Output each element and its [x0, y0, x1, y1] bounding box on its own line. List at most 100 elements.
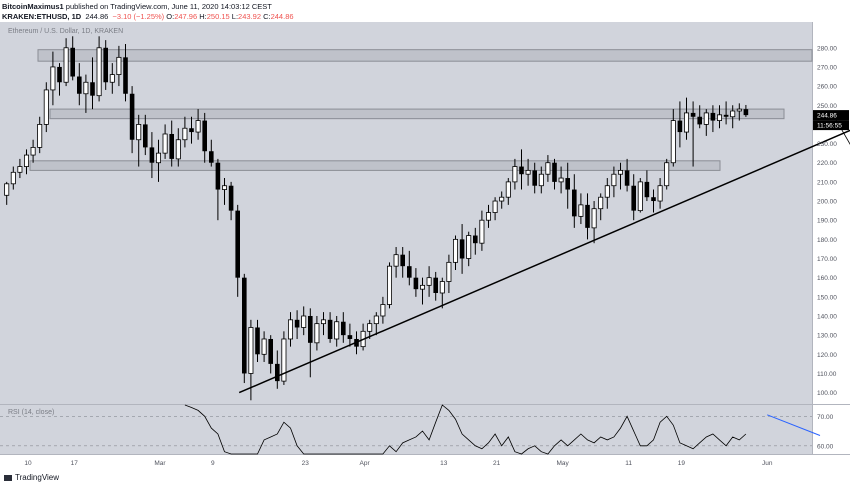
- candle-body-down[interactable]: [294, 319, 300, 328]
- candle-body-up[interactable]: [703, 112, 709, 125]
- candle-body-up[interactable]: [538, 173, 544, 187]
- candle-body-up[interactable]: [591, 208, 597, 229]
- candle-body-down[interactable]: [149, 147, 155, 163]
- candle-body-up[interactable]: [50, 66, 56, 91]
- candle-body-down[interactable]: [123, 57, 128, 94]
- candle-body-up[interactable]: [162, 133, 168, 154]
- candle-body-up[interactable]: [492, 200, 498, 213]
- candle-body-up[interactable]: [512, 166, 518, 183]
- tradingview-logo[interactable]: TradingView: [4, 473, 59, 482]
- candle-body-down[interactable]: [585, 204, 590, 228]
- candle-body-up[interactable]: [221, 185, 227, 190]
- candle-body-up[interactable]: [393, 254, 399, 267]
- candle-body-up[interactable]: [419, 284, 425, 290]
- candle-body-up[interactable]: [611, 173, 617, 187]
- candle-body-up[interactable]: [664, 162, 670, 187]
- candle-body-up[interactable]: [63, 47, 69, 83]
- candle-body-down[interactable]: [70, 47, 75, 77]
- candle-body-up[interactable]: [30, 146, 36, 156]
- candle-body-up[interactable]: [446, 261, 452, 282]
- candle-body-up[interactable]: [23, 154, 29, 167]
- candle-body-up[interactable]: [320, 319, 326, 325]
- candle-body-down[interactable]: [723, 114, 729, 117]
- candle-body-down[interactable]: [631, 185, 636, 211]
- candle-body-up[interactable]: [485, 212, 491, 221]
- candle-body-up[interactable]: [17, 166, 23, 173]
- candle-body-down[interactable]: [209, 151, 214, 163]
- candle-body-down[interactable]: [268, 338, 273, 364]
- candle-body-up[interactable]: [426, 277, 432, 286]
- candle-body-up[interactable]: [37, 124, 43, 148]
- candle-body-down[interactable]: [235, 210, 240, 278]
- candle-body-up[interactable]: [730, 110, 736, 118]
- candle-body-down[interactable]: [433, 277, 438, 293]
- candle-body-up[interactable]: [499, 196, 505, 202]
- candle-body-down[interactable]: [189, 128, 194, 133]
- candle-body-down[interactable]: [459, 239, 465, 259]
- resistance-zone[interactable]: [49, 108, 785, 120]
- candle-body-up[interactable]: [598, 196, 604, 210]
- candle-body-down[interactable]: [242, 277, 247, 374]
- candle-body-up[interactable]: [83, 81, 89, 95]
- candle-body-down[interactable]: [347, 335, 353, 339]
- candle-body-down[interactable]: [690, 112, 696, 117]
- candle-body-up[interactable]: [558, 177, 564, 183]
- candle-body-up[interactable]: [525, 169, 531, 175]
- candle-body-down[interactable]: [552, 162, 557, 182]
- candle-body-up[interactable]: [684, 112, 690, 133]
- candle-body-down[interactable]: [743, 109, 749, 116]
- candle-body-up[interactable]: [109, 74, 115, 83]
- candle-body-up[interactable]: [367, 323, 373, 332]
- candle-body-down[interactable]: [327, 319, 333, 339]
- candle-body-up[interactable]: [452, 238, 458, 263]
- candle-body-up[interactable]: [175, 139, 181, 160]
- rsi-line[interactable]: [184, 404, 747, 455]
- candle-body-down[interactable]: [677, 120, 683, 133]
- candle-body-down[interactable]: [407, 266, 412, 278]
- candle-body-down[interactable]: [651, 197, 656, 202]
- candle-body-down[interactable]: [90, 82, 95, 96]
- candle-body-up[interactable]: [155, 152, 161, 164]
- candle-body-up[interactable]: [466, 235, 472, 259]
- candle-body-down[interactable]: [572, 189, 577, 217]
- resistance-zone[interactable]: [37, 49, 813, 62]
- candle-body-up[interactable]: [136, 124, 142, 141]
- candle-body-down[interactable]: [57, 66, 62, 83]
- candle-body-up[interactable]: [4, 183, 10, 196]
- candle-body-down[interactable]: [532, 170, 537, 186]
- candle-body-up[interactable]: [545, 162, 551, 175]
- author-name[interactable]: BitcoinMaximus1: [2, 2, 64, 11]
- candle-body-up[interactable]: [248, 327, 254, 374]
- candle-body-down[interactable]: [644, 181, 650, 198]
- candle-body-up[interactable]: [43, 89, 49, 125]
- candle-body-down[interactable]: [215, 162, 221, 190]
- candle-body-down[interactable]: [413, 277, 419, 290]
- candle-body-down[interactable]: [143, 124, 148, 148]
- candle-body-up[interactable]: [334, 321, 340, 340]
- candle-body-down[interactable]: [697, 116, 702, 125]
- resistance-zone[interactable]: [29, 160, 721, 171]
- ascending-trendline[interactable]: [238, 0, 850, 394]
- candle-body-up[interactable]: [604, 185, 610, 198]
- candle-body-up[interactable]: [618, 169, 624, 175]
- candle-body-up[interactable]: [439, 281, 445, 294]
- candle-body-up[interactable]: [479, 219, 485, 244]
- candle-body-up[interactable]: [505, 181, 511, 198]
- candle-body-up[interactable]: [96, 47, 102, 97]
- candle-body-down[interactable]: [103, 47, 108, 83]
- candle-body-up[interactable]: [380, 304, 386, 317]
- candle-body-up[interactable]: [10, 171, 16, 185]
- candle-body-up[interactable]: [578, 204, 584, 217]
- candle-body-up[interactable]: [717, 114, 723, 121]
- candle-body-down[interactable]: [565, 178, 570, 190]
- candle-body-up[interactable]: [637, 181, 643, 212]
- candle-body-up[interactable]: [301, 315, 307, 328]
- candle-body-down[interactable]: [710, 112, 716, 121]
- candle-body-up[interactable]: [373, 315, 379, 325]
- candle-body-up[interactable]: [287, 319, 293, 340]
- rsi-divergence-line[interactable]: [767, 414, 821, 436]
- candle-body-down[interactable]: [169, 133, 174, 159]
- candle-body-up[interactable]: [281, 338, 287, 382]
- candle-body-down[interactable]: [308, 315, 313, 343]
